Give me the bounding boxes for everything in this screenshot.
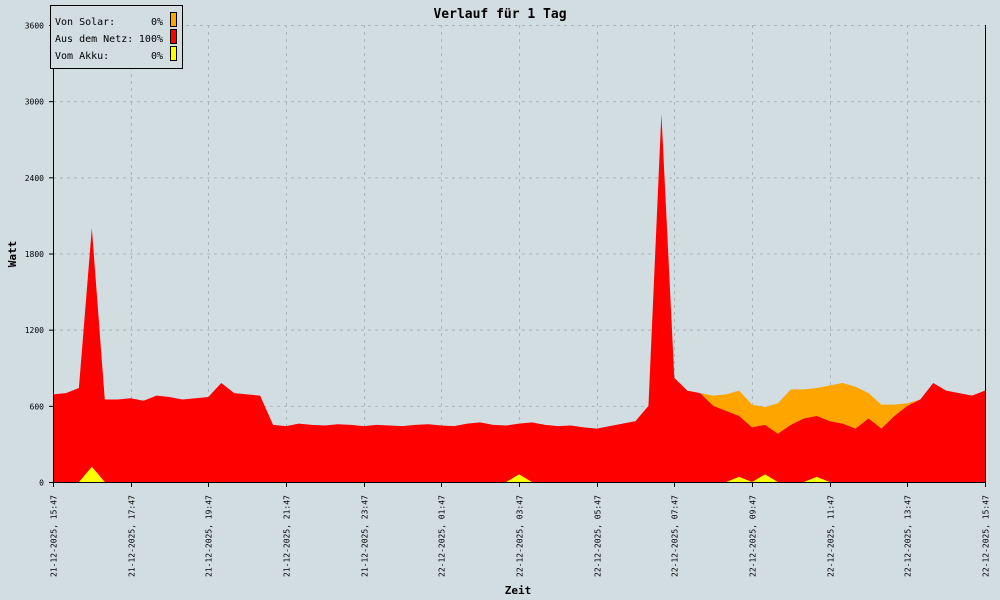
area-solar <box>53 113 985 434</box>
x-tick-label: 21-12-2025, 23:47 <box>361 495 370 577</box>
x-tick-label: 21-12-2025, 17:47 <box>128 495 137 577</box>
y-tick-label: 3600 <box>25 22 44 31</box>
x-tick-label: 22-12-2025, 13:47 <box>904 495 913 577</box>
y-axis-label: Watt <box>6 241 19 268</box>
x-tick-label: 22-12-2025, 09:47 <box>749 495 758 577</box>
area-akku <box>53 466 985 482</box>
y-tick-label: 600 <box>30 402 45 411</box>
y-tick-label: 3000 <box>25 98 44 107</box>
x-tick-label: 22-12-2025, 05:47 <box>594 495 603 577</box>
legend-swatch <box>170 29 177 44</box>
legend-percent: 0% <box>151 17 163 28</box>
legend-swatch <box>170 46 177 61</box>
x-tick-label: 21-12-2025, 21:47 <box>283 495 292 577</box>
legend-box <box>50 5 183 69</box>
x-tick-label: 22-12-2025, 03:47 <box>516 495 525 577</box>
y-tick-label: 1800 <box>25 250 44 259</box>
y-tick-label: 2400 <box>25 174 44 183</box>
x-axis-label: Zeit <box>505 584 532 597</box>
y-tick-label: 0 <box>39 479 44 488</box>
x-tick-label: 21-12-2025, 19:47 <box>205 495 214 577</box>
x-tick-label: 21-12-2025, 15:47 <box>50 495 59 577</box>
legend: Von Solar: 0% Aus dem Netz: 100% Vom Akku: 0% <box>50 5 183 69</box>
y-tick-label: 1200 <box>25 326 44 335</box>
axes: 0 600 1200 1800 2400 3000 3600 21-12-2025, 15:4… <box>25 20 991 577</box>
legend-label: Von Solar: <box>55 17 115 28</box>
data-areas <box>53 113 985 482</box>
legend-swatch <box>170 12 177 27</box>
x-tick-label: 22-12-2025, 07:47 <box>671 495 680 577</box>
x-tick-label: 22-12-2025, 01:47 <box>438 495 447 577</box>
x-tick-label: 22-12-2025, 15:47 <box>982 495 991 577</box>
x-tick-label: 22-12-2025, 11:47 <box>827 495 836 577</box>
area-grid <box>53 113 985 482</box>
legend-percent: 100% <box>139 34 163 45</box>
chart-title: Verlauf für 1 Tag <box>433 7 566 22</box>
legend-label: Aus dem Netz: <box>55 34 133 45</box>
legend-label: Vom Akku: <box>55 51 109 62</box>
legend-percent: 0% <box>151 51 163 62</box>
